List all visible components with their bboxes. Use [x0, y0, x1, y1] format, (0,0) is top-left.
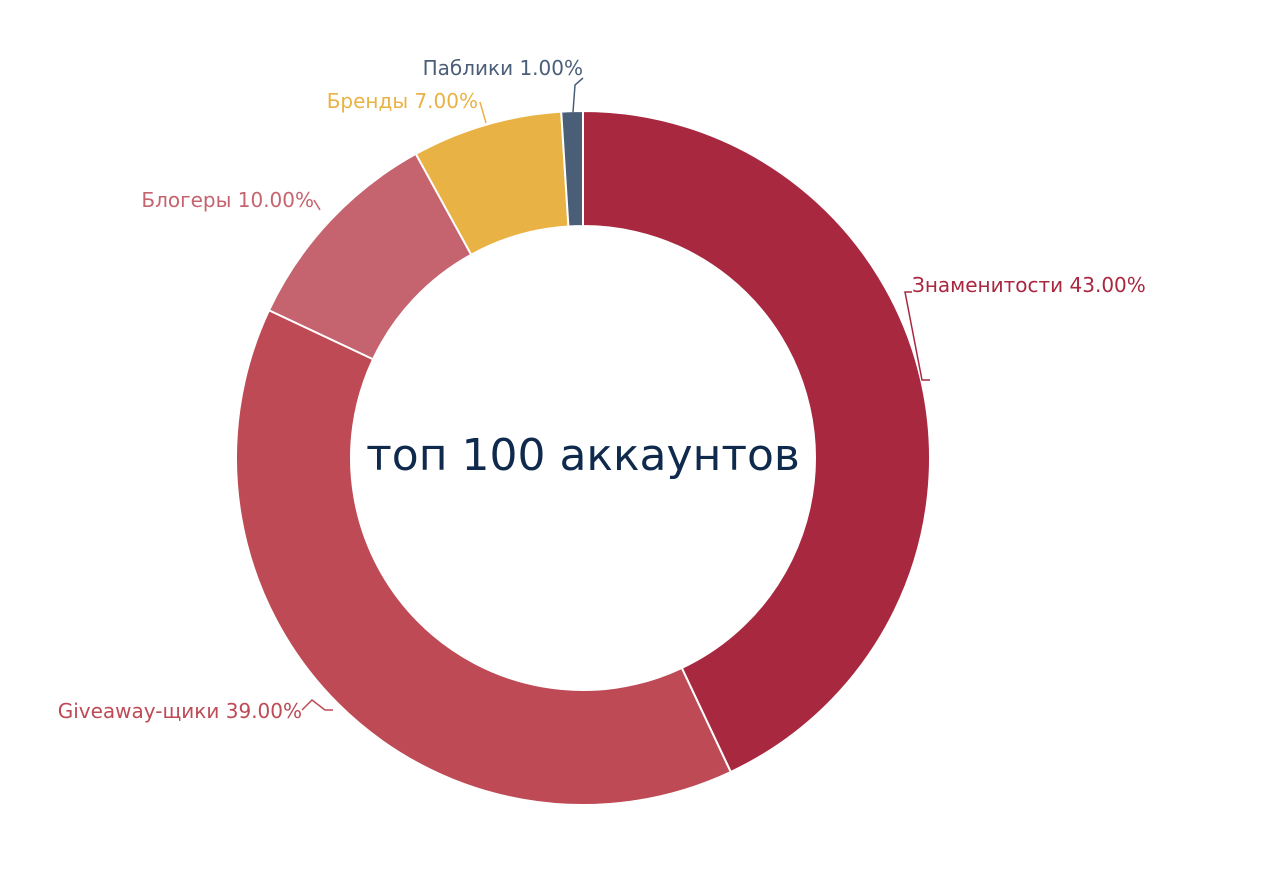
leader-line-1: [904, 291, 930, 381]
leader-line-4: [479, 101, 487, 124]
donut-center-title: топ 100 аккаунтов: [366, 430, 800, 481]
donut-slice-5: [560, 109, 584, 228]
leader-line-5: [572, 77, 584, 113]
slice-label-4: Бренды 7.00%: [327, 89, 478, 113]
donut-slice-2: [235, 308, 733, 806]
slice-label-5: Паблики 1.00%: [423, 56, 583, 80]
slice-label-2: Giveaway-щики 39.00%: [58, 699, 302, 723]
leader-line-3: [313, 199, 321, 211]
slice-label-1: Знаменитости 43.00%: [912, 273, 1146, 297]
leader-line-2: [301, 699, 333, 711]
donut-slice-1: [582, 109, 931, 774]
slice-label-3: Блогеры 10.00%: [141, 188, 314, 212]
